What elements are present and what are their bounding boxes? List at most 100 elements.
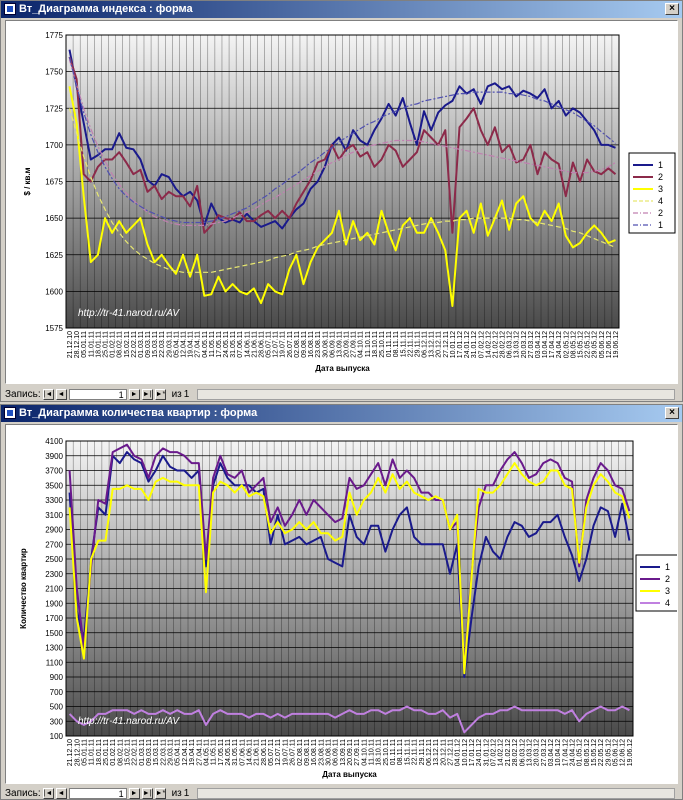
x-tick-label: 24.04.12 [556,331,563,358]
prev-record-button[interactable]: ◄ [55,787,67,799]
x-tick-label: 17.04.12 [562,739,569,766]
x-tick-label: 28.02.12 [500,331,507,358]
x-tick-label: 11.10.11 [369,739,376,765]
x-tick-label: 18.10.11 [372,331,379,358]
x-tick-label: 07.06.11 [239,739,246,766]
x-tick-label: 27.09.11 [351,331,358,358]
x-tick-label: 29.05.12 [592,331,599,358]
x-tick-label: 28.12.10 [74,331,81,358]
x-tick-label: 01.11.11 [390,739,397,765]
x-tick-label: 05.06.12 [613,739,620,766]
watermark-text: http://tr-41.narod.ru/AV [78,716,180,727]
x-tick-label: 04.05.11 [203,739,210,766]
y-tick-label: 1675 [45,178,63,187]
legend-label: 4 [658,196,663,206]
x-tick-label: 04.05.11 [202,331,209,358]
new-record-button[interactable]: ►* [154,787,166,799]
x-tick-label: 20.03.12 [521,331,528,358]
first-record-button[interactable]: |◄ [42,388,54,400]
y-tick-label: 3100 [45,511,63,520]
x-tick-label: 08.02.11 [117,331,124,358]
y-tick-label: 1500 [45,629,63,638]
x-tick-label: 11.05.11 [211,739,218,765]
x-tick-label: 09.03.11 [145,331,152,358]
x-tick-label: 27.12.11 [443,331,450,358]
x-tick-label: 15.03.11 [152,331,159,358]
x-tick-label: 15.11.11 [404,739,411,765]
x-tick-label: 25.01.11 [102,331,109,358]
x-tick-label: 18.10.11 [376,739,383,766]
x-tick-label: 12.06.12 [620,739,627,766]
record-navigator: Запись: |◄ ◄ 1 ► ►| ►* из 1 [5,387,675,401]
close-icon[interactable]: × [665,3,679,15]
y-tick-label: 1100 [46,658,64,667]
x-tick-label: 27.03.12 [528,331,535,358]
x-tick-label: 25.10.11 [379,331,386,358]
record-number-input[interactable]: 1 [68,787,127,799]
y-tick-label: 1750 [45,68,63,77]
y-tick-label: 3300 [45,496,63,505]
watermark-text: http://tr-41.narod.ru/AV [78,308,180,319]
next-record-button[interactable]: ► [128,787,140,799]
record-navigator: Запись: |◄ ◄ 1 ► ►| ►* из 1 [5,786,675,800]
x-tick-label: 29.11.11 [414,331,421,357]
x-tick-label: 27.09.11 [354,739,361,766]
x-tick-label: 21.02.12 [492,331,499,358]
new-record-button[interactable]: ►* [154,388,166,400]
y-tick-label: 500 [50,703,64,712]
of-label: из [171,787,182,799]
x-tick-label: 31.01.12 [471,331,478,358]
last-record-button[interactable]: ►| [141,787,153,799]
x-tick-label: 27.03.12 [541,739,548,766]
horizontal-scrollbar[interactable] [197,787,675,799]
first-record-button[interactable]: |◄ [42,787,54,799]
x-tick-label: 03.04.12 [548,739,555,766]
x-tick-label: 21.06.11 [251,331,258,358]
x-tick-label: 02.08.11 [297,739,304,766]
x-tick-label: 14.06.11 [244,331,251,358]
x-axis-title: Дата выпуска [315,364,370,373]
y-tick-label: 100 [50,732,64,741]
legend-label: 2 [658,172,663,182]
x-tick-label: 01.03.11 [139,739,146,766]
x-tick-label: 21.12.10 [67,739,74,766]
x-tick-label: 01.03.11 [138,331,145,358]
of-label: из [171,388,182,400]
record-number-input[interactable]: 1 [68,388,127,400]
y-tick-label: 1650 [45,214,63,223]
x-tick-label: 08.02.11 [117,739,124,766]
x-tick-label: 28.02.12 [512,739,519,766]
next-record-button[interactable]: ► [128,388,140,400]
x-tick-label: 10.04.12 [555,739,562,766]
x-tick-label: 14.06.11 [247,739,254,766]
x-tick-label: 28.06.11 [258,331,265,358]
x-tick-label: 13.09.11 [340,739,347,766]
x-tick-label: 28.06.11 [261,739,268,766]
x-tick-label: 27.04.11 [195,331,202,358]
legend-label: 2 [658,208,663,218]
y-tick-label: 4100 [45,437,63,446]
x-tick-label: 15.05.12 [591,739,598,766]
window-titlebar[interactable]: Вт_Диаграмма индекса : форма × [1,1,682,18]
y-tick-label: 3700 [45,467,63,476]
x-tick-label: 12.07.11 [275,739,282,766]
prev-record-button[interactable]: ◄ [55,388,67,400]
x-tick-label: 05.07.11 [266,331,273,358]
x-tick-label: 25.01.11 [103,739,110,766]
close-icon[interactable]: × [665,407,679,419]
x-tick-label: 22.11.11 [407,331,414,357]
y-tick-label: 1775 [45,31,63,40]
x-tick-label: 06.09.11 [329,331,336,358]
series-line-1 [68,451,631,678]
window-titlebar[interactable]: Вт_Диаграмма количества квартир : форма … [1,405,682,422]
index-chart: 1575 1600 1625 1650 1675 1700 1725 1750 1775 21.1… [23,31,676,373]
x-tick-label: 06.12.11 [422,331,429,358]
series-line-3 [68,462,631,675]
x-tick-label: 23.08.11 [318,739,325,766]
x-tick-label: 31.05.11 [230,331,237,358]
record-count: 1 [183,388,190,400]
form-icon [4,3,16,15]
horizontal-scrollbar[interactable] [197,388,675,400]
x-tick-label: 13.12.11 [429,331,436,358]
last-record-button[interactable]: ►| [141,388,153,400]
